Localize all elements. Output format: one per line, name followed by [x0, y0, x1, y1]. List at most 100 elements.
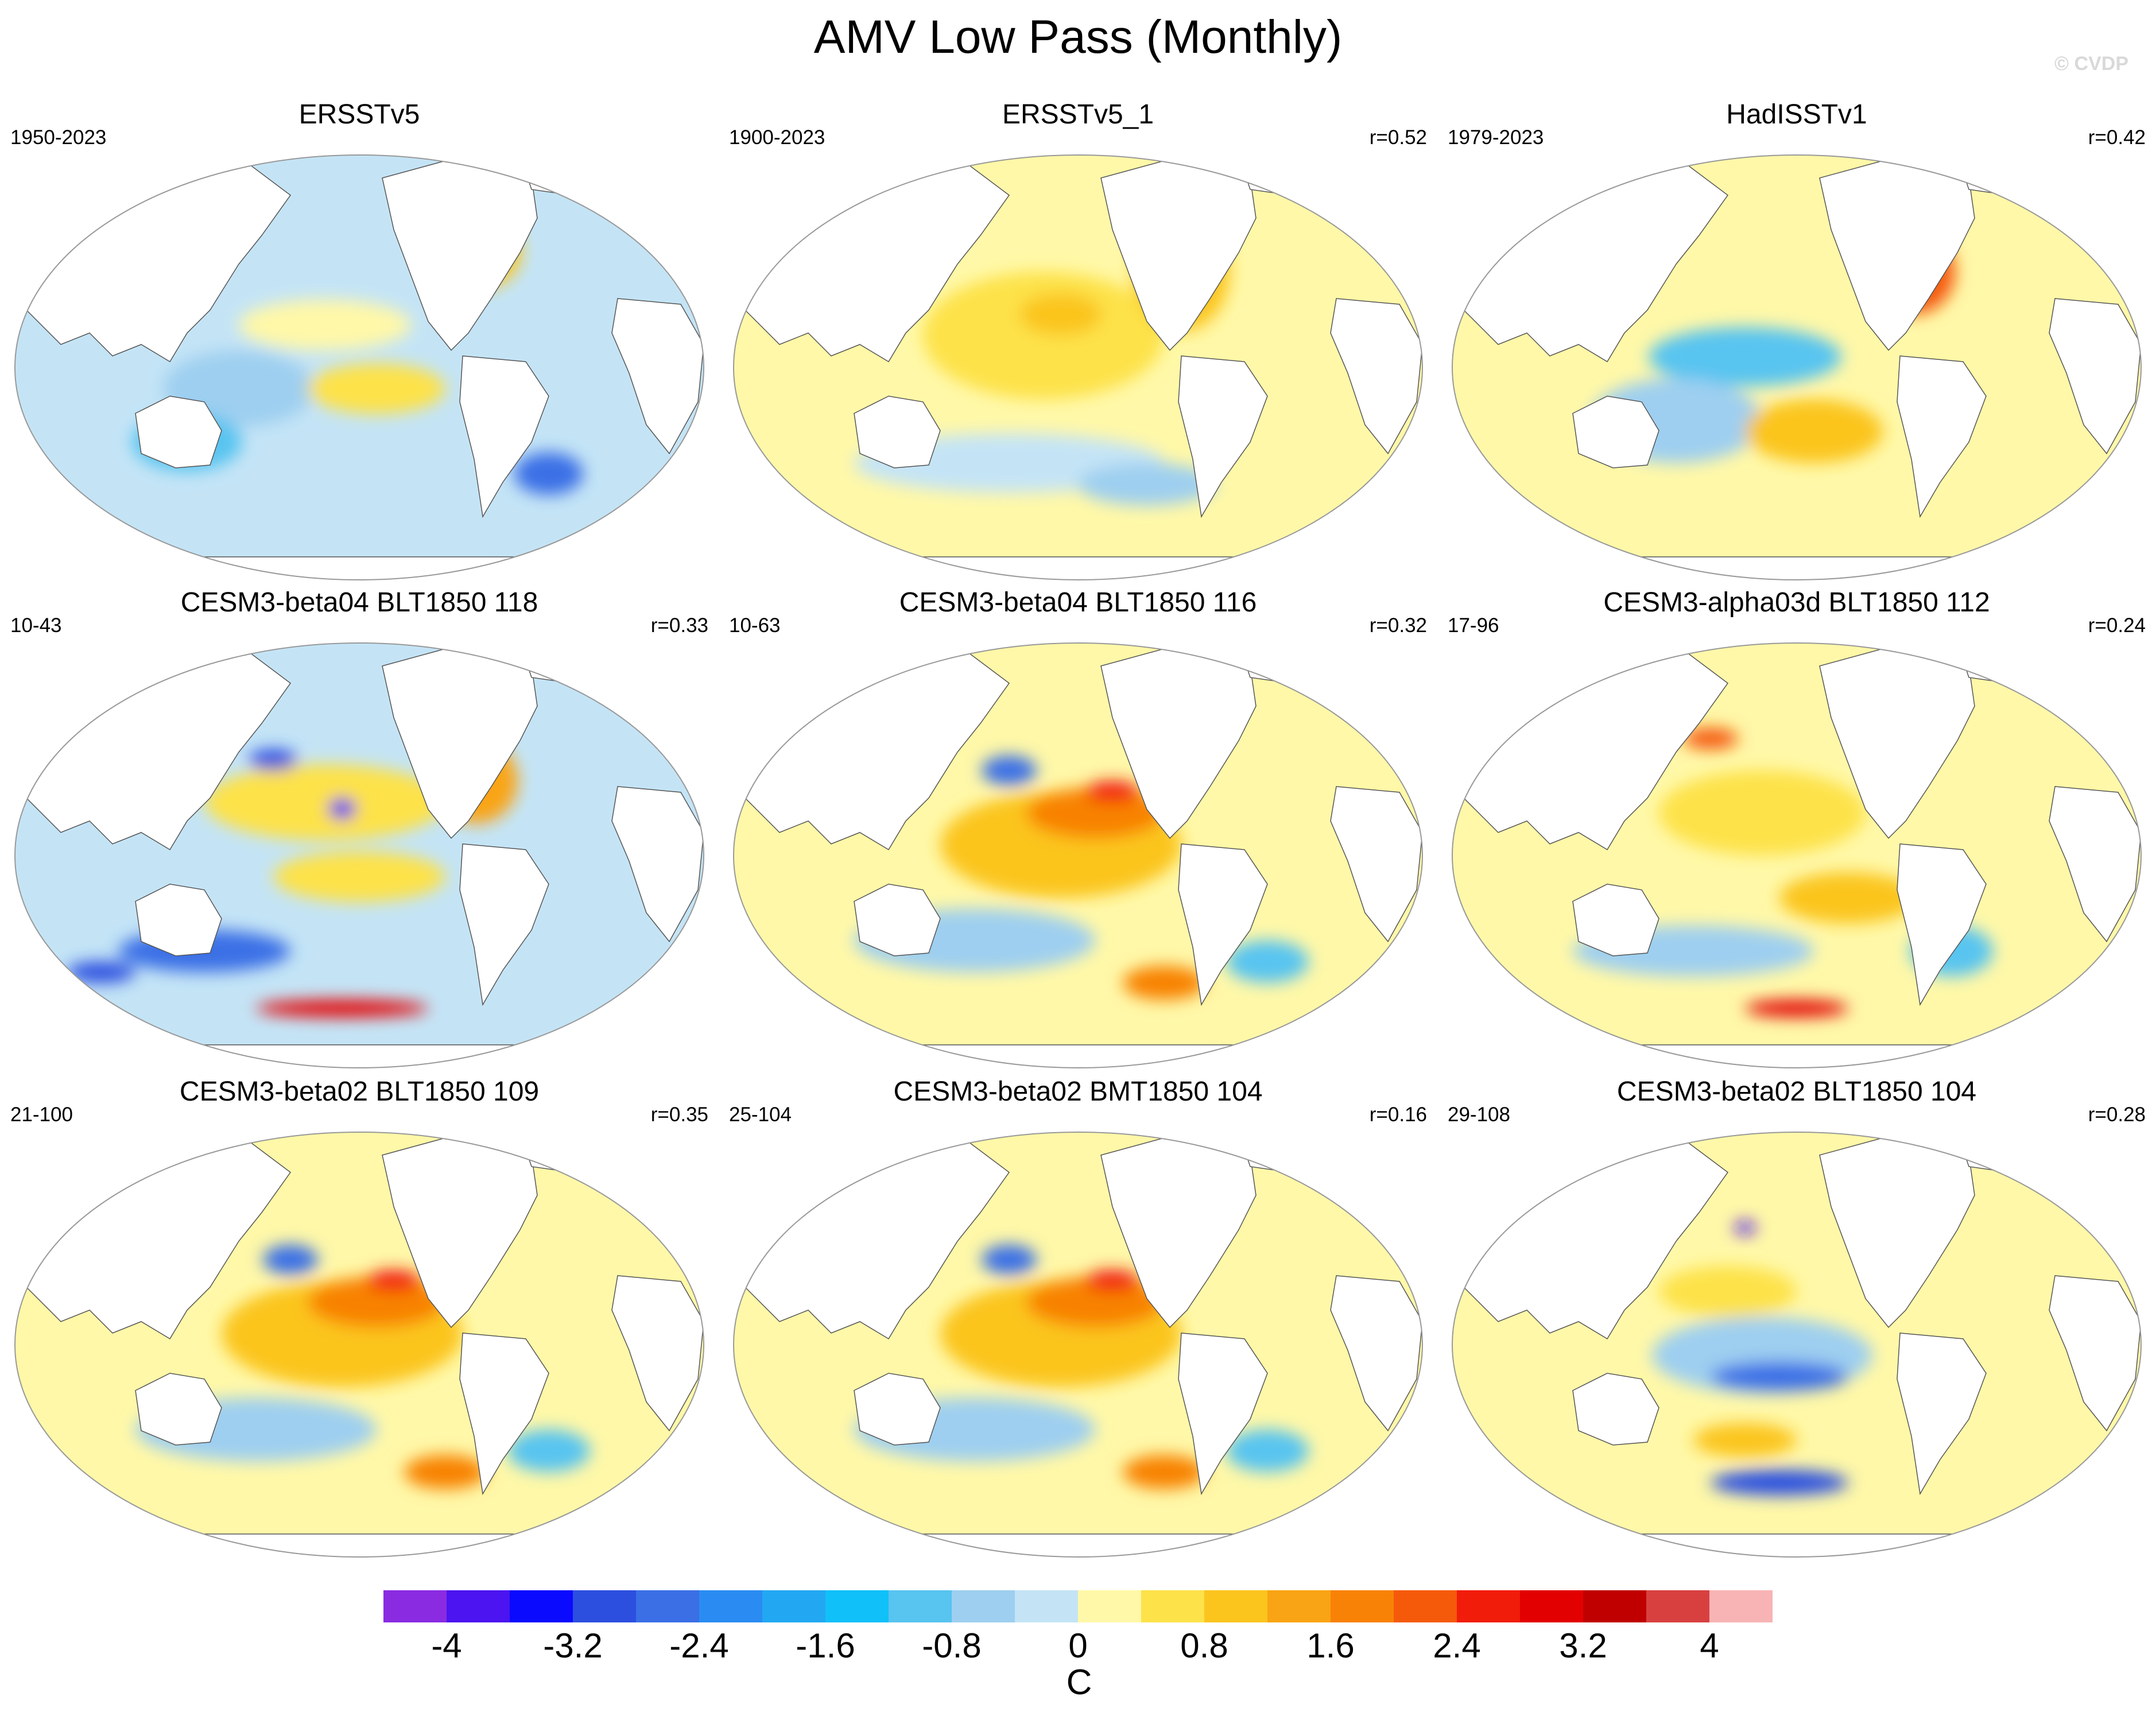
- colorbar-swatch: [636, 1590, 700, 1622]
- anomaly-region: [1026, 787, 1164, 839]
- anomaly-region: [249, 749, 297, 770]
- map-panel: CESM3-alpha03d BLT1850 112 17-96 r=0.24: [1437, 586, 2156, 1091]
- colorbar-swatch: [1204, 1590, 1268, 1622]
- land-mass: [1330, 298, 1422, 455]
- anomaly-region: [1745, 399, 1883, 463]
- colorbar-tick-label: 4: [1700, 1626, 1719, 1665]
- land-mass: [611, 298, 704, 455]
- sst-map: [1452, 154, 2142, 580]
- anomaly-region: [1735, 1221, 1755, 1234]
- colorbar-swatch: [1267, 1590, 1331, 1622]
- panel-years: 1950-2023: [10, 126, 107, 149]
- land-mass: [611, 1275, 704, 1432]
- colorbar-swatch: [1078, 1590, 1142, 1622]
- anomaly-region: [514, 452, 583, 495]
- anomaly-region: [239, 299, 411, 351]
- figure-title: AMV Low Pass (Monthly): [813, 11, 1343, 63]
- anomaly-region: [982, 756, 1037, 785]
- anomaly-region: [1693, 1423, 1797, 1458]
- land-mass: [135, 884, 222, 956]
- panel-title: CESM3-alpha03d BLT1850 112: [1603, 587, 1990, 618]
- anomaly-region: [1711, 1361, 1848, 1392]
- land-mass: [459, 843, 549, 1006]
- colorbar-tick-label: 0: [1068, 1626, 1088, 1665]
- map-panel: ERSSTv5_1 1900-2023 r=0.52: [719, 98, 1437, 603]
- anomaly-region: [923, 272, 1164, 400]
- anomaly-region: [507, 1430, 590, 1472]
- colorbar-swatch: [1709, 1590, 1773, 1622]
- land-mass: [1897, 1332, 1987, 1496]
- colorbar-swatch: [825, 1590, 889, 1622]
- anomaly-region: [263, 1245, 318, 1275]
- anomaly-region: [308, 363, 445, 415]
- anomaly-region: [1683, 728, 1738, 749]
- map-panel: CESM3-beta02 BLT1850 104 29-108 r=0.28: [1437, 1075, 2156, 1580]
- anomaly-region: [1226, 1430, 1309, 1472]
- panel-title: ERSSTv5: [298, 99, 420, 130]
- land-mass: [854, 1373, 941, 1446]
- colorbar-swatch: [1331, 1590, 1394, 1622]
- anomaly-region: [1226, 940, 1309, 983]
- panel-years: 29-108: [1448, 1103, 1510, 1126]
- sst-map: [1452, 1132, 2142, 1558]
- land-mass: [1572, 884, 1659, 956]
- panel-correlation: r=0.33: [650, 614, 708, 637]
- map-panel: HadISSTv1 1979-2023 r=0.42: [1437, 98, 2156, 603]
- anomaly-region: [67, 962, 135, 983]
- sst-map: [14, 642, 704, 1068]
- colorbar-tick-label: -4: [431, 1626, 462, 1665]
- panel-years: 1979-2023: [1448, 126, 1544, 149]
- land-mass: [459, 1332, 549, 1496]
- anomaly-region: [1649, 327, 1841, 387]
- land-mass: [2049, 1275, 2141, 1432]
- panel-correlation: r=0.35: [650, 1103, 708, 1126]
- sst-map: [733, 154, 1423, 580]
- anomaly-region: [1078, 463, 1216, 506]
- map-panel: ERSSTv5 1950-2023: [0, 98, 719, 603]
- panel-title: CESM3-beta02 BLT1850 104: [1616, 1076, 1977, 1107]
- colorbar-swatch: [952, 1590, 1015, 1622]
- land-mass: [1452, 1044, 2141, 1068]
- anomaly-region: [204, 764, 445, 841]
- map-panel: CESM3-beta04 BLT1850 116 10-63 r=0.32: [719, 586, 1437, 1091]
- anomaly-region: [1711, 1470, 1848, 1496]
- land-mass: [1572, 1373, 1659, 1446]
- anomaly-region: [1123, 966, 1205, 1000]
- land-mass: [1897, 355, 1987, 518]
- map-border: [1452, 1132, 2142, 1558]
- land-mass: [15, 556, 704, 580]
- land-mass: [1178, 1332, 1268, 1496]
- land-mass: [1178, 355, 1268, 518]
- land-mass: [2049, 786, 2141, 943]
- anomaly-region: [256, 1000, 428, 1017]
- land-mass: [734, 1533, 1422, 1557]
- colorbar-swatch: [510, 1590, 573, 1622]
- map-border: [14, 154, 704, 580]
- panel-title: CESM3-beta04 BLT1850 116: [899, 587, 1257, 618]
- panel-title: HadISSTv1: [1726, 99, 1867, 130]
- anomaly-region: [404, 1455, 487, 1489]
- colorbar-tick-label: -3.2: [543, 1626, 603, 1665]
- land-mass: [15, 1044, 704, 1068]
- panel-years: 17-96: [1448, 614, 1499, 637]
- map-border: [14, 1132, 704, 1558]
- sst-map: [14, 154, 704, 580]
- colorbar-swatch: [1015, 1590, 1079, 1622]
- land-mass: [1572, 396, 1659, 468]
- land-mass: [1330, 1275, 1422, 1432]
- colorbar-tick-label: -1.6: [796, 1626, 855, 1665]
- panel-correlation: r=0.28: [2088, 1103, 2146, 1126]
- map-panel: CESM3-beta02 BMT1850 104 25-104 r=0.16: [719, 1075, 1437, 1580]
- land-mass: [135, 396, 222, 468]
- panel-years: 21-100: [10, 1103, 73, 1126]
- land-mass: [135, 1373, 222, 1446]
- colorbar-swatch: [762, 1590, 826, 1622]
- panel-title: CESM3-beta04 BLT1850 118: [180, 587, 538, 618]
- land-mass: [1330, 786, 1422, 943]
- colorbar-tick-label: 3.2: [1559, 1626, 1607, 1665]
- land-mass: [611, 786, 704, 943]
- anomaly-region: [1026, 1276, 1164, 1328]
- anomaly-region: [1123, 1455, 1205, 1489]
- land-mass: [2049, 298, 2141, 455]
- colorbar-swatch: [1520, 1590, 1584, 1622]
